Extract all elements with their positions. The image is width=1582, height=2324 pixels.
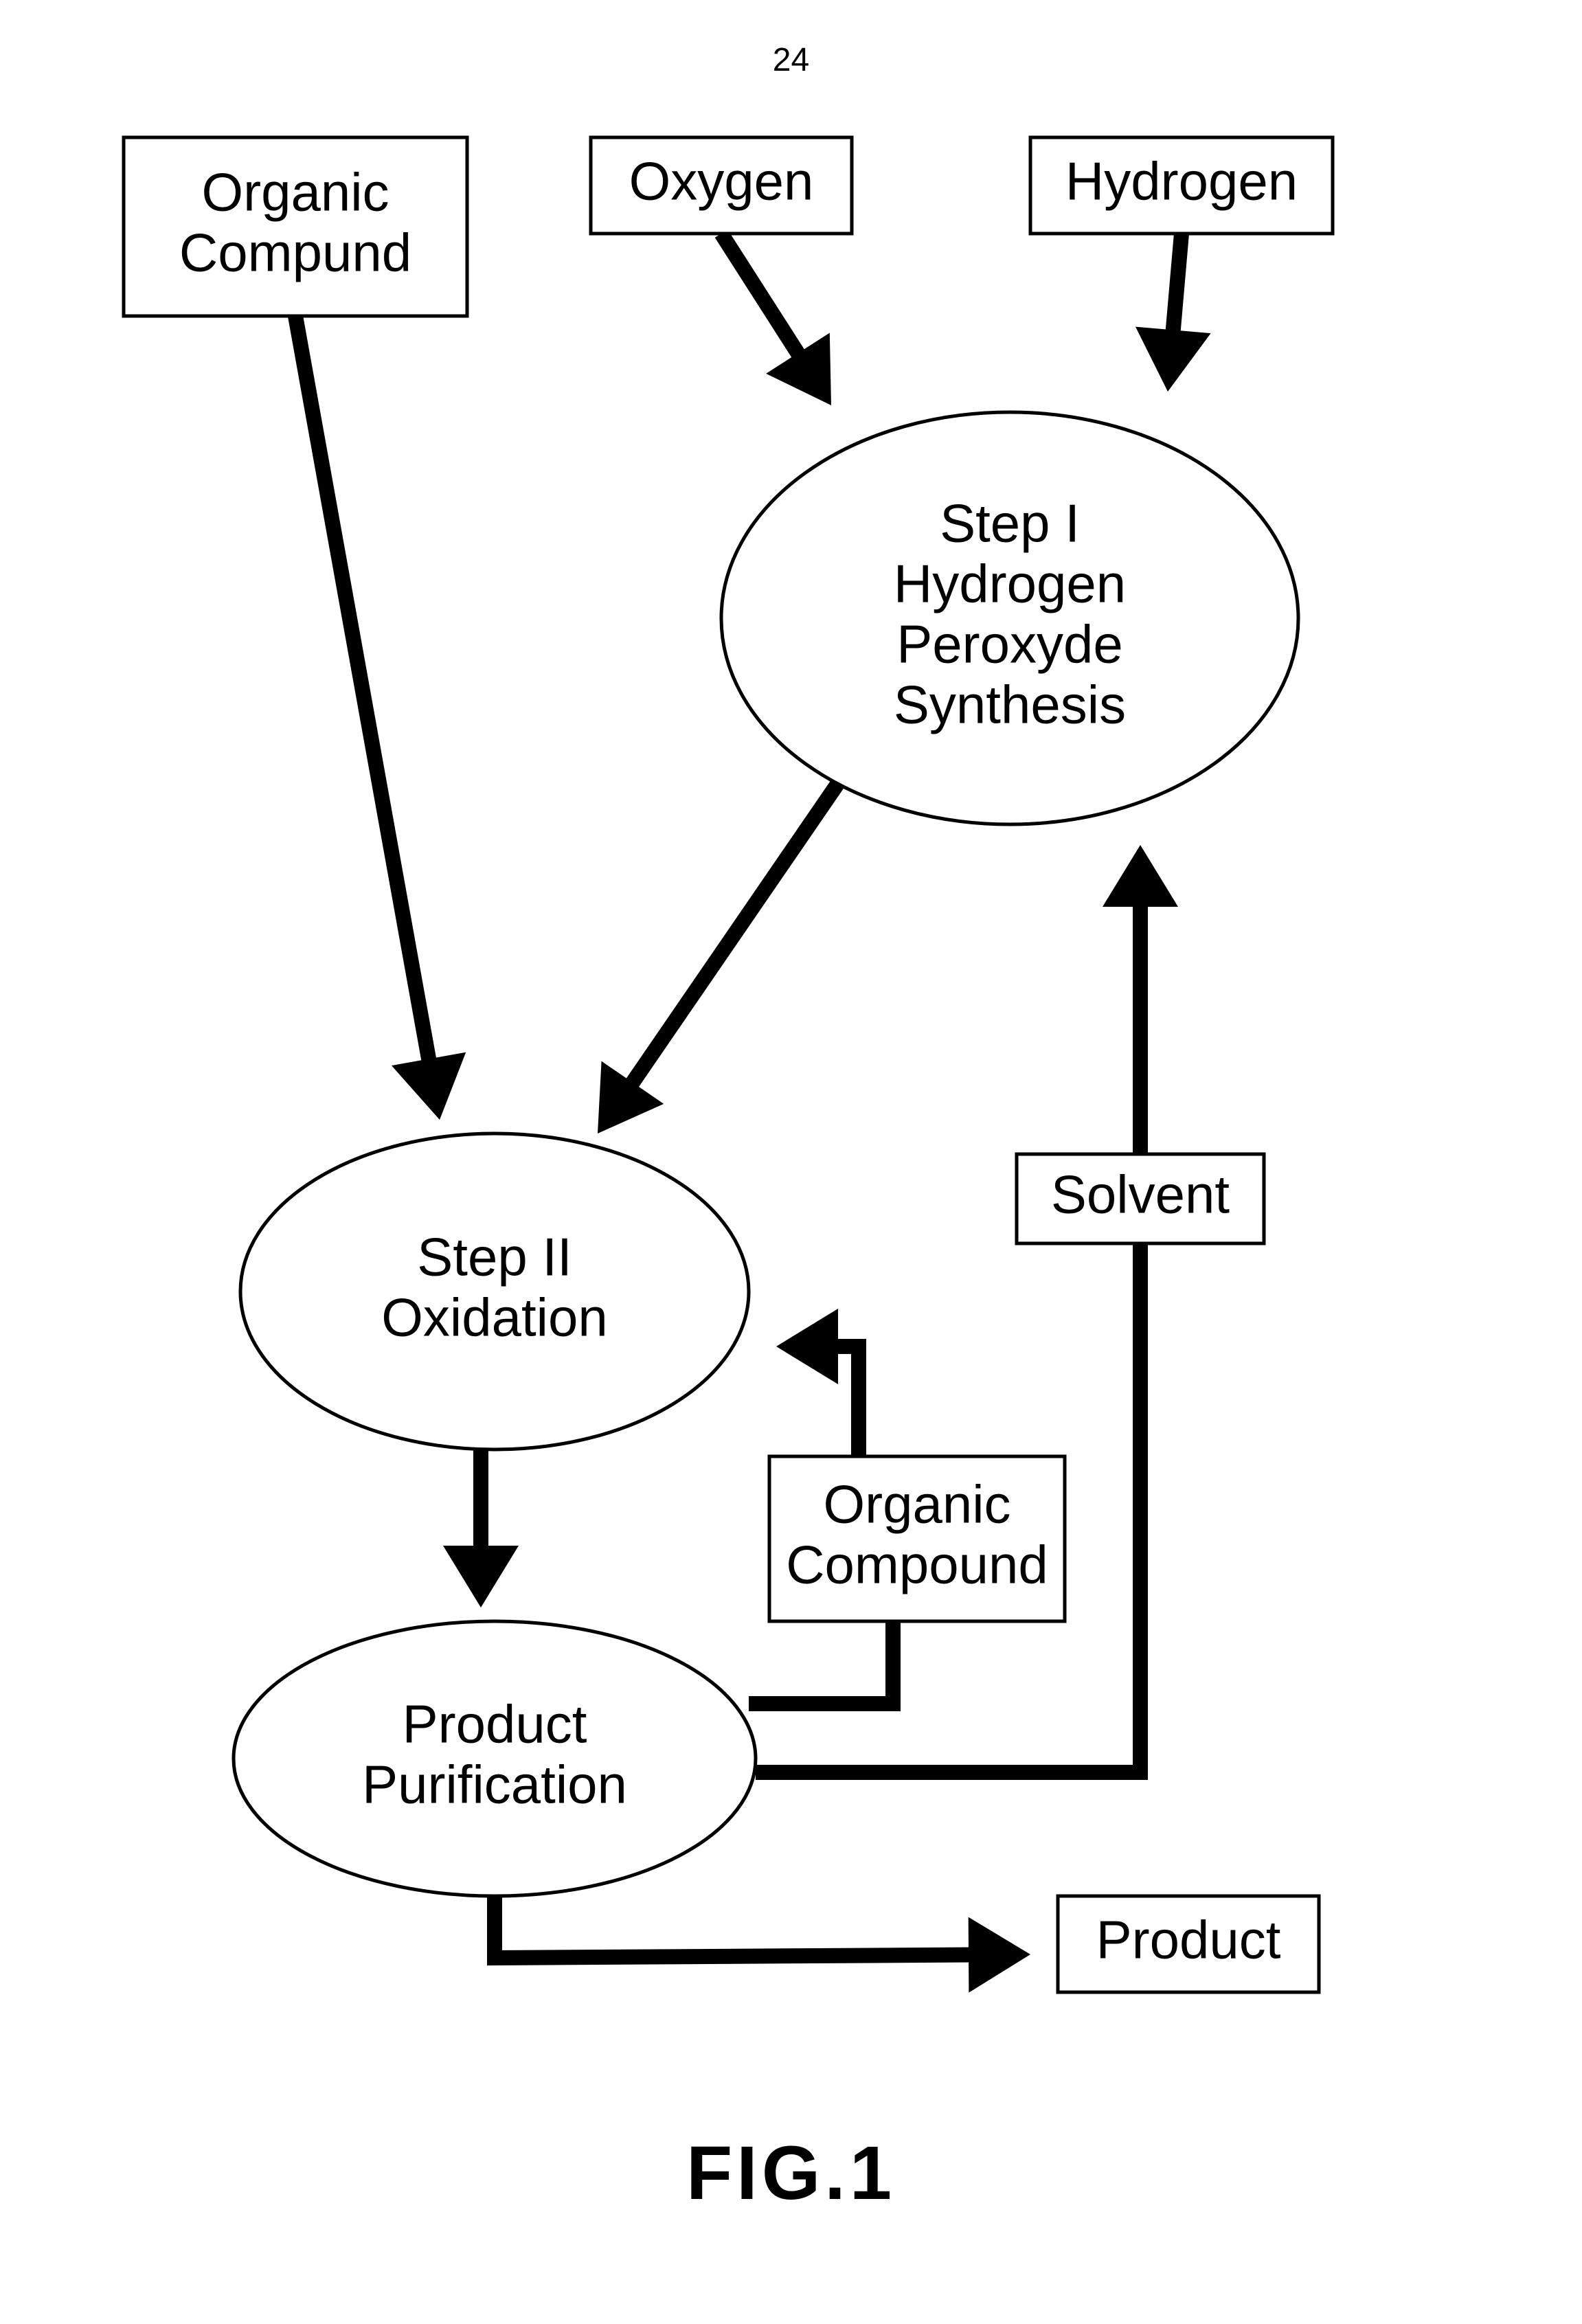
node-label: Oxygen (629, 151, 814, 212)
node-organic_compound_mid: OrganicCompound (769, 1456, 1065, 1621)
node-label: Hydrogen (1065, 151, 1298, 212)
node-organic_compound_top: OrganicCompund (124, 137, 467, 316)
arrowhead (969, 1917, 1030, 1993)
node-label: Compound (786, 1535, 1048, 1595)
node-label: Step I (940, 493, 1080, 554)
node-label: Step II (417, 1227, 572, 1287)
node-label: Synthesis (894, 675, 1126, 735)
node-product: Product (1058, 1896, 1319, 1992)
figure-label: FIG.1 (686, 2130, 896, 2217)
node-label: Organic (823, 1474, 1010, 1535)
edge-purif_to_organic_mid (749, 1621, 893, 1704)
node-label: Hydrogen (894, 554, 1126, 614)
arrowhead (443, 1546, 519, 1607)
node-purification: ProductPurification (234, 1621, 756, 1896)
edge-oxygen_bottom (721, 234, 811, 374)
node-label: Compund (179, 223, 411, 283)
node-label: Purification (362, 1755, 627, 1815)
arrowhead (776, 1309, 838, 1384)
arrowhead (392, 1052, 466, 1120)
node-label: Organic (201, 162, 389, 223)
node-label: Oxidation (381, 1287, 608, 1348)
process-flow-diagram: OrganicCompundOxygenHydrogenStep IHydrog… (0, 0, 1582, 2324)
node-step1: Step IHydrogenPeroxydeSynthesis (721, 412, 1298, 824)
node-hydrogen: Hydrogen (1030, 137, 1333, 234)
node-solvent: Solvent (1017, 1154, 1264, 1243)
arrowhead (1103, 845, 1178, 907)
node-step2: Step IIOxidation (240, 1133, 749, 1449)
arrowhead (1135, 327, 1211, 392)
node-label: Peroxyde (896, 614, 1123, 675)
edge-organic_compound_top_bottom (295, 316, 433, 1083)
node-label: Product (1096, 1910, 1281, 1970)
edge-step1_to_step2 (619, 783, 838, 1103)
node-label: Solvent (1051, 1164, 1230, 1225)
edge-purif_to_product (495, 1896, 993, 1958)
node-label: Product (403, 1694, 587, 1755)
node-oxygen: Oxygen (591, 137, 852, 234)
nodes-layer: OrganicCompundOxygenHydrogenStep IHydrog… (124, 137, 1333, 1992)
